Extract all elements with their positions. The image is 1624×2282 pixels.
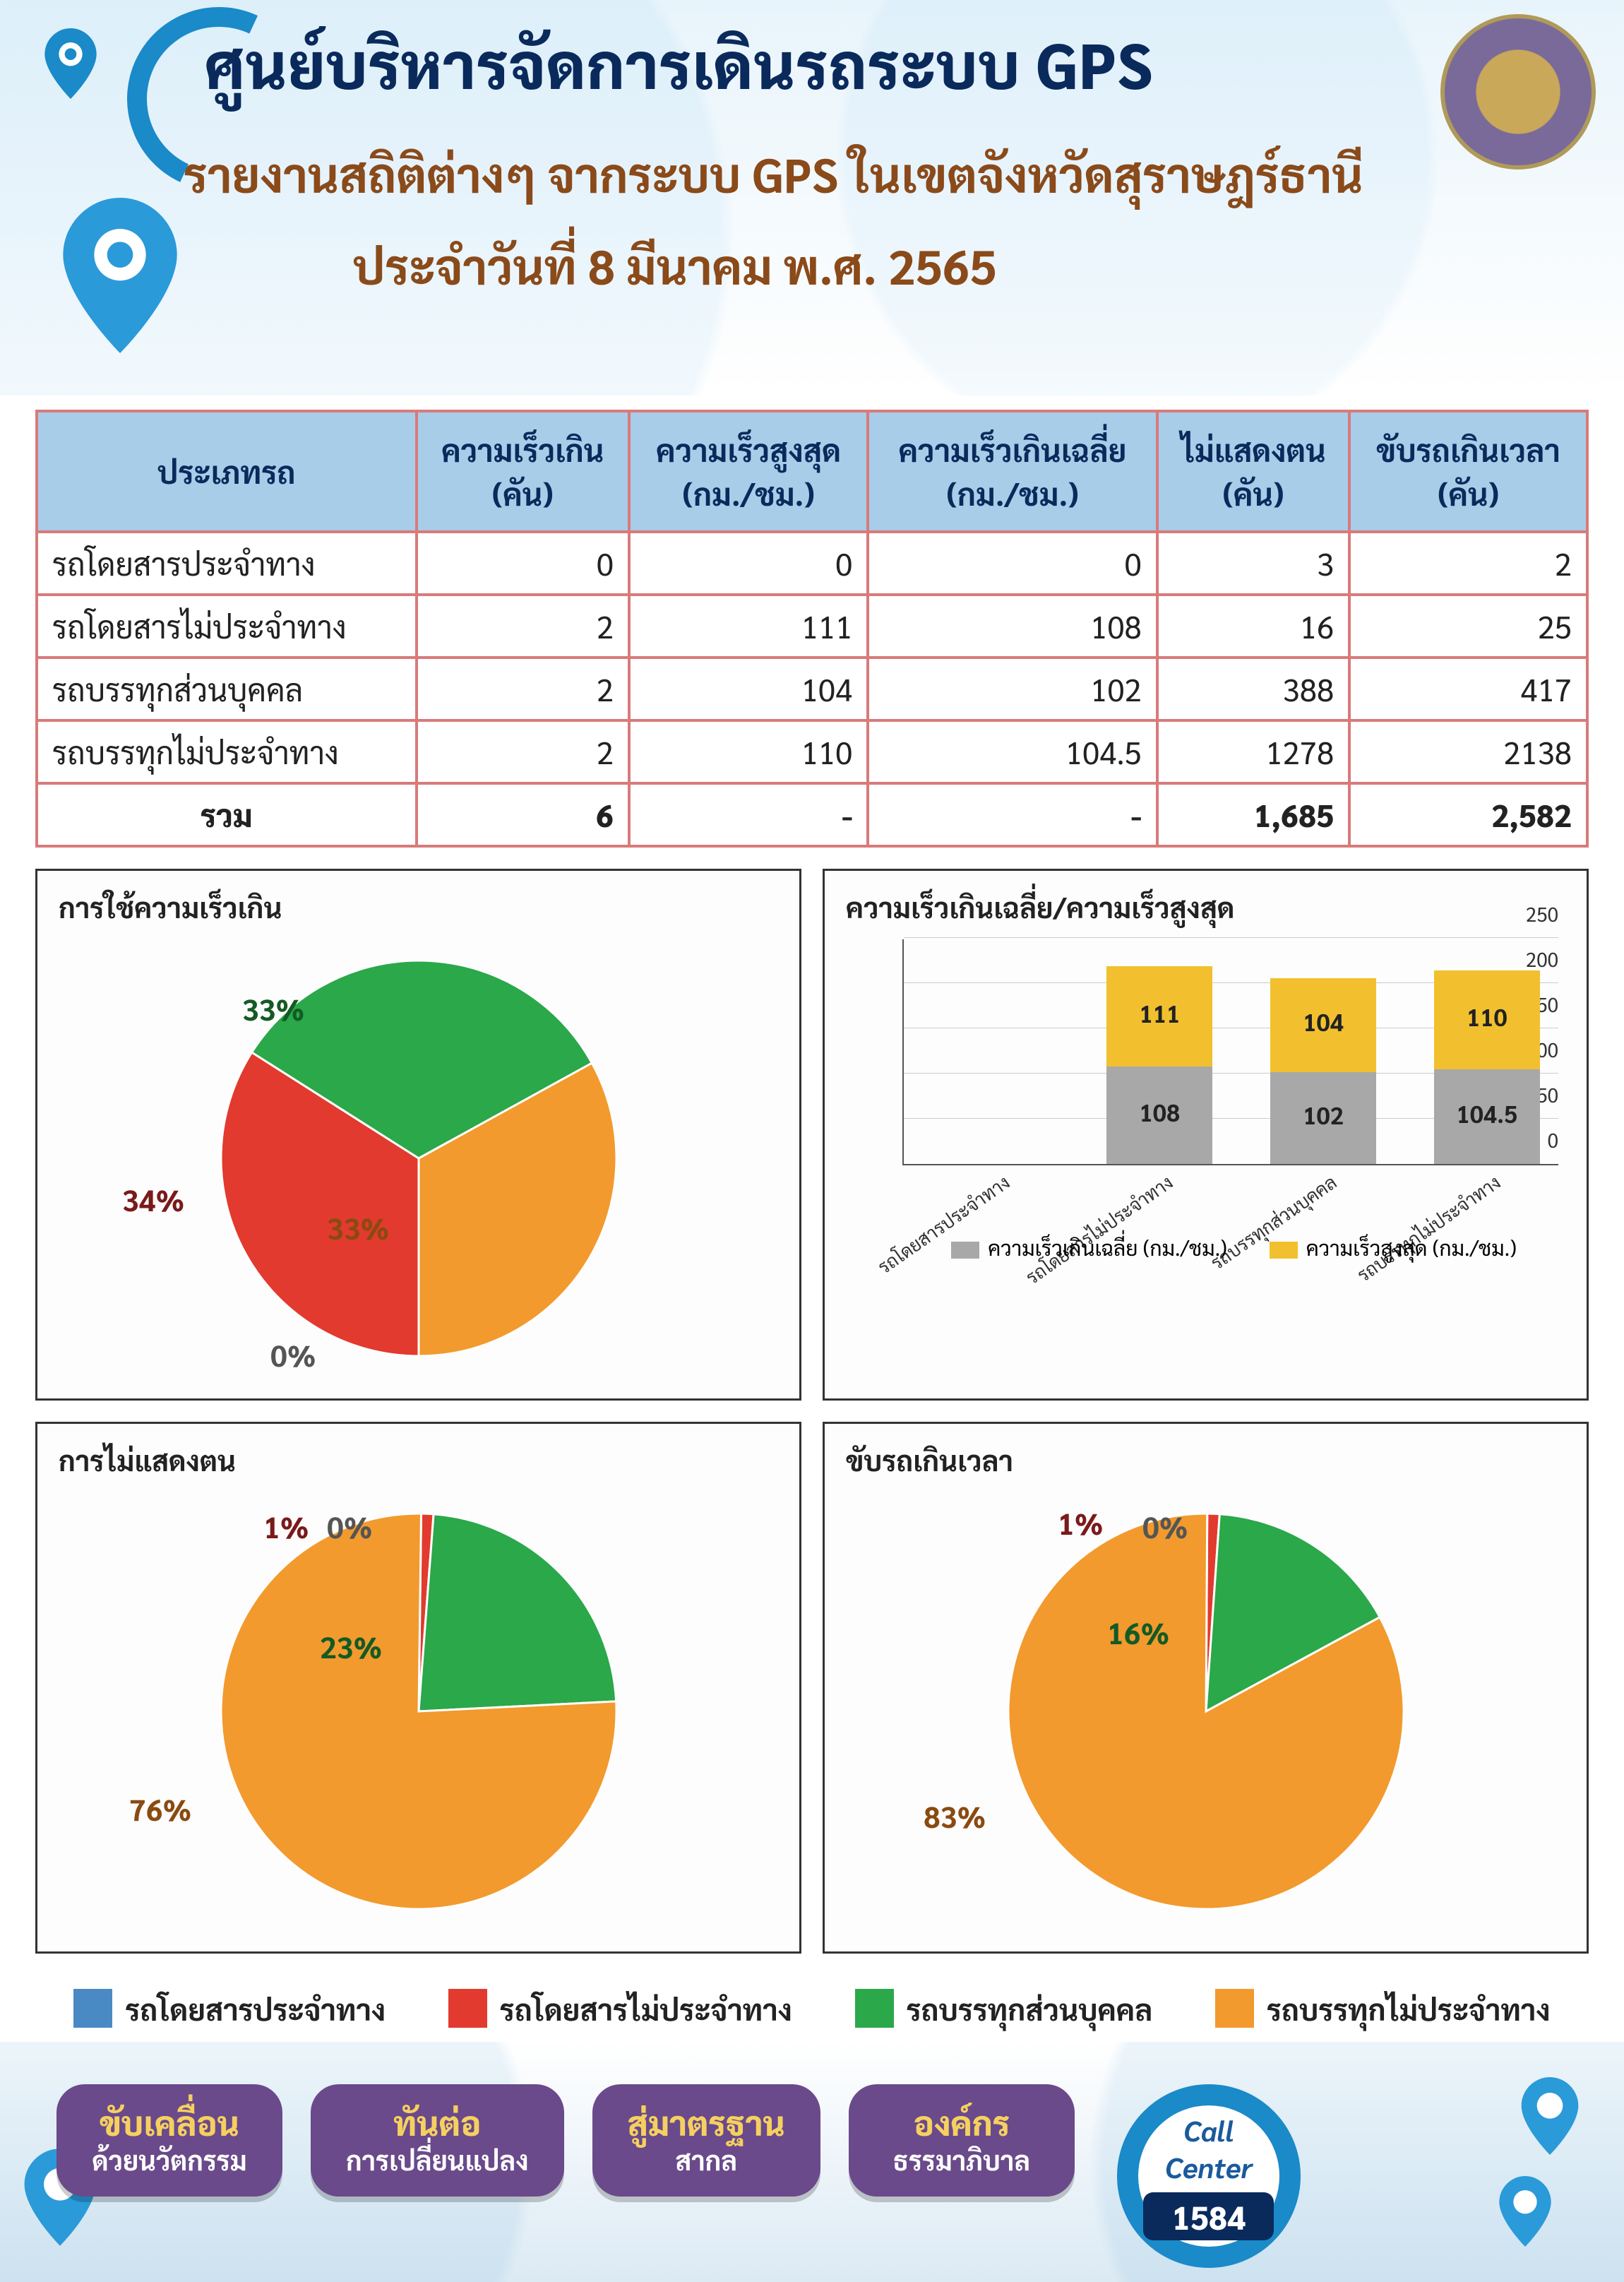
table-cell: รถบรรทุกไม่ประจำทาง — [37, 720, 417, 783]
chart-title: ความเร็วเกินเฉลี่ย/ความเร็วสูงสุด — [846, 889, 1565, 925]
table-cell: 2 — [417, 595, 629, 658]
footer-pill: ขับเคลื่อนด้วยนวัตกรรม — [56, 2084, 282, 2197]
pie-slice-label: 0% — [327, 1507, 372, 1545]
table-header: ขับรถเกินเวลา(คัน) — [1349, 411, 1587, 532]
chart-title: ขับรถเกินเวลา — [846, 1442, 1565, 1478]
table-header: ไม่แสดงตน(คัน) — [1157, 411, 1349, 532]
footer: ขับเคลื่อนด้วยนวัตกรรม ทันต่อการเปลี่ยนแป… — [0, 2042, 1624, 2282]
y-tick: 250 — [1526, 901, 1558, 927]
table-cell: 417 — [1349, 658, 1587, 720]
table-cell: 1,685 — [1157, 783, 1349, 846]
bar-value: 110 — [1434, 1001, 1540, 1032]
table-row: รถโดยสารประจำทาง00032 — [37, 532, 1587, 595]
pie-slice-label: 34% — [122, 1179, 184, 1218]
table-cell: 6 — [417, 783, 629, 846]
pie-slice-label: 1% — [263, 1507, 309, 1545]
table-header: ความเร็วเกินเฉลี่ย(กม./ชม.) — [868, 411, 1157, 532]
pie-slice-label: 23% — [320, 1627, 382, 1665]
chart-title: การไม่แสดงตน — [59, 1442, 778, 1478]
pie-chart-overtime: 0% 1% 16% 83% — [846, 1492, 1565, 1930]
table-cell: 16 — [1157, 595, 1349, 658]
page-title: ศูนย์บริหารจัดการเดินรถระบบ GPS — [205, 21, 1153, 104]
table-header: ประเภทรถ — [37, 411, 417, 532]
bar-value: 104.5 — [1434, 1098, 1540, 1129]
table-cell: 0 — [868, 532, 1157, 595]
pie-slice-label: 0% — [1142, 1507, 1188, 1545]
table-total-row: รวม6--1,6852,582 — [37, 783, 1587, 846]
table-cell: 110 — [629, 720, 868, 783]
table-cell: 0 — [417, 532, 629, 595]
table-cell: 2138 — [1349, 720, 1587, 783]
bar-chart: 050100150200250รถโดยสารประจำทาง108111รถโ… — [846, 939, 1565, 1264]
panel-noshow-pie: การไม่แสดงตน 0% 1% 23% 76% — [35, 1422, 801, 1954]
pie-chart-noshow: 0% 1% 23% 76% — [59, 1492, 778, 1930]
panel-bar-chart: ความเร็วเกินเฉลี่ย/ความเร็วสูงสุด 050100… — [823, 869, 1589, 1401]
bar-value: 108 — [1106, 1096, 1212, 1127]
legend-item: รถโดยสารประจำทาง — [73, 1989, 386, 2028]
legend-item: ความเร็วเกินเฉลี่ย (กม./ชม.) — [951, 1233, 1227, 1261]
pie-slice-label: 16% — [1107, 1612, 1169, 1651]
chart-title: การใช้ความเร็วเกิน — [59, 889, 778, 925]
pie-slice-label: 33% — [242, 989, 304, 1028]
call-center-badge: Call Center1584 — [1103, 2084, 1315, 2268]
bar-value: 111 — [1106, 997, 1212, 1028]
table-cell: รถบรรทุกส่วนบุคคล — [37, 658, 417, 720]
pie-slice-label: 0% — [270, 1335, 316, 1374]
pie-slice-label: 1% — [1058, 1503, 1103, 1542]
table-cell: - — [629, 783, 868, 846]
pie-chart-speed: 0% 34% 33% 33% — [59, 939, 778, 1377]
page-date: ประจำวันที่ 8 มีนาคม พ.ศ. 2565 — [353, 233, 997, 296]
table-cell: รวม — [37, 783, 417, 846]
table-cell: 388 — [1157, 658, 1349, 720]
bar-value: 102 — [1270, 1099, 1376, 1130]
panel-speed-pie: การใช้ความเร็วเกิน 0% 34% 33% 33% — [35, 869, 801, 1401]
table-header: ความเร็วสูงสุด(กม./ชม.) — [629, 411, 868, 532]
table-cell: 104 — [629, 658, 868, 720]
table-cell: 3 — [1157, 532, 1349, 595]
table-cell: รถโดยสารประจำทาง — [37, 532, 417, 595]
table-cell: 108 — [868, 595, 1157, 658]
map-pin-icon — [42, 28, 99, 99]
legend-item: ความเร็วสูงสุด (กม./ชม.) — [1270, 1233, 1517, 1261]
footer-pill: สู่มาตรฐานสากล — [592, 2084, 820, 2197]
table-header: ความเร็วเกิน(คัน) — [417, 411, 629, 532]
seal-icon — [1440, 14, 1596, 170]
pie-slice-label: 76% — [129, 1789, 191, 1828]
table-cell: - — [868, 783, 1157, 846]
data-table: ประเภทรถความเร็วเกิน(คัน)ความเร็วสูงสุด(… — [35, 410, 1589, 848]
legend-item: รถโดยสารไม่ประจำทาง — [448, 1989, 792, 2028]
table-cell: 25 — [1349, 595, 1587, 658]
table-row: รถบรรทุกส่วนบุคคล2104102388417 — [37, 658, 1587, 720]
table-cell: 2,582 — [1349, 783, 1587, 846]
table-cell: 2 — [417, 658, 629, 720]
pie-slice-label: 83% — [924, 1796, 986, 1835]
map-pin-icon — [56, 198, 184, 353]
footer-pill: ทันต่อการเปลี่ยนแปลง — [311, 2084, 564, 2197]
table-cell: 1278 — [1157, 720, 1349, 783]
page-subtitle: รายงานสถิติต่างๆ จากระบบ GPS ในเขตจังหวั… — [184, 141, 1363, 204]
table-cell: 2 — [417, 720, 629, 783]
legend-item: รถบรรทุกส่วนบุคคล — [855, 1989, 1153, 2028]
table-cell: 104.5 — [868, 720, 1157, 783]
legend-item: รถบรรทุกไม่ประจำทาง — [1215, 1989, 1551, 2028]
table-cell: 0 — [629, 532, 868, 595]
table-row: รถโดยสารไม่ประจำทาง21111081625 — [37, 595, 1587, 658]
table-cell: 2 — [1349, 532, 1587, 595]
bar-value: 104 — [1270, 1006, 1376, 1037]
header-banner: ศูนย์บริหารจัดการเดินรถระบบ GPS รายงานสถ… — [0, 0, 1624, 396]
table-cell: 102 — [868, 658, 1157, 720]
table-cell: 111 — [629, 595, 868, 658]
x-label: รถบรรทุกไม่ประจำทาง — [1352, 1170, 1505, 1286]
global-legend: รถโดยสารประจำทาง รถโดยสารไม่ประจำทาง รถบรร… — [0, 1968, 1624, 2042]
footer-pill: องค์กรธรรมาภิบาล — [849, 2084, 1075, 2197]
table-row: รถบรรทุกไม่ประจำทาง2110104.512782138 — [37, 720, 1587, 783]
pie-slice-label: 33% — [327, 1208, 389, 1247]
data-table-container: ประเภทรถความเร็วเกิน(คัน)ความเร็วสูงสุด(… — [0, 396, 1624, 855]
panel-overtime-pie: ขับรถเกินเวลา 0% 1% 16% 83% — [823, 1422, 1589, 1954]
table-cell: รถโดยสารไม่ประจำทาง — [37, 595, 417, 658]
